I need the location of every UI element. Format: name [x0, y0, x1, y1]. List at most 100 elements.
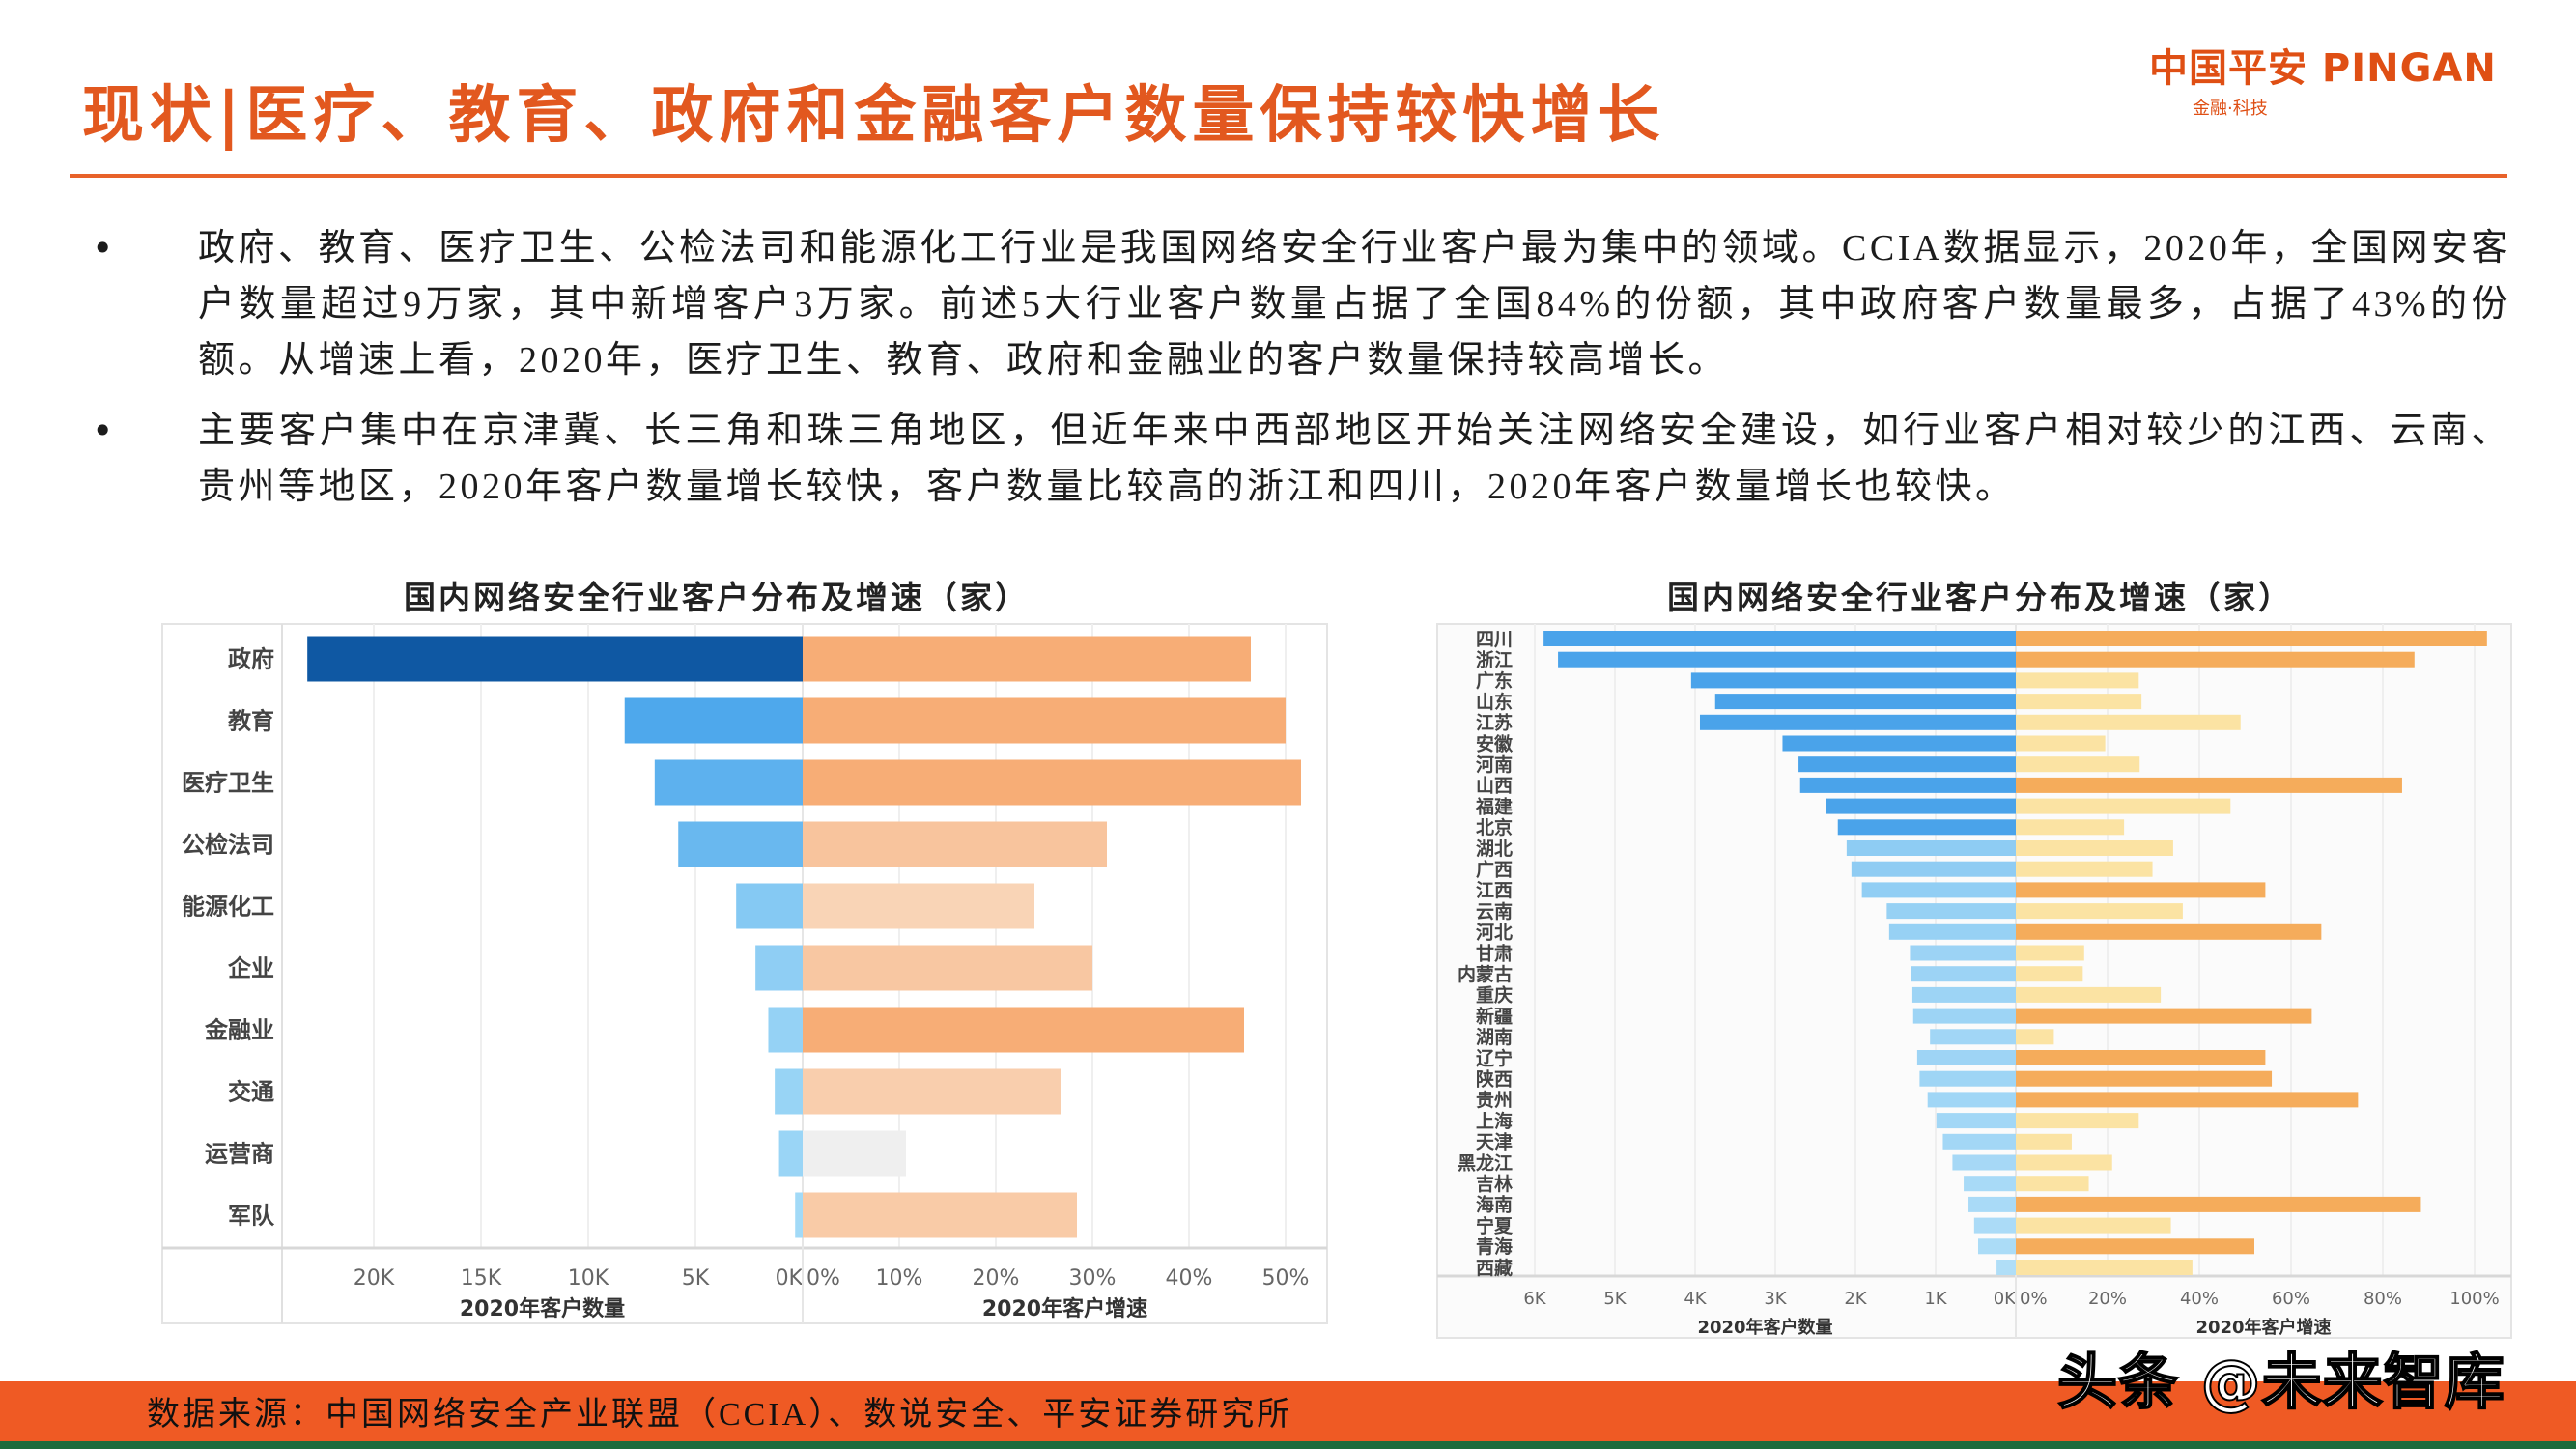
- left-tick-label: 2K: [1844, 1289, 1867, 1309]
- growth-bar: [2016, 714, 2241, 730]
- growth-bar: [2016, 861, 2153, 877]
- right-tick-label: 30%: [1069, 1266, 1117, 1291]
- category-label: 江西: [1476, 880, 1513, 901]
- growth-bar: [2016, 903, 2183, 920]
- category-label: 山西: [1476, 776, 1513, 797]
- right-tick-label: 0%: [2020, 1289, 2048, 1309]
- footer-bar: [0, 1381, 2576, 1441]
- growth-bar: [2016, 1154, 2112, 1171]
- right-tick-label: 20%: [2088, 1289, 2127, 1309]
- count-bar: [1558, 651, 2016, 668]
- count-bar: [1826, 798, 2016, 814]
- growth-bar: [2016, 1260, 2193, 1275]
- category-label: 北京: [1476, 816, 1513, 838]
- growth-bar: [2016, 966, 2083, 982]
- growth-bar: [803, 697, 1286, 744]
- count-bar: [1911, 986, 2016, 1003]
- count-bar: [1919, 1070, 2016, 1087]
- count-bar: [778, 1130, 803, 1177]
- growth-bar: [2016, 651, 2415, 668]
- growth-bar: [2016, 819, 2125, 836]
- count-bar: [1851, 861, 2016, 877]
- category-label: 福建: [1475, 795, 1513, 817]
- count-bar: [1714, 694, 2016, 710]
- category-label: 交通: [228, 1079, 274, 1106]
- category-label: 重庆: [1476, 984, 1513, 1007]
- growth-bar: [2016, 945, 2084, 961]
- category-label: 广西: [1476, 859, 1513, 881]
- count-bar: [1699, 714, 2016, 730]
- bullet-dot-icon: •: [92, 227, 117, 270]
- left-axis-title: 2020年客户数量: [460, 1296, 625, 1321]
- growth-bar: [803, 883, 1034, 929]
- count-bar: [775, 1068, 803, 1115]
- count-bar: [755, 945, 803, 991]
- count-bar: [1861, 882, 2016, 898]
- logo-tagline: 金融·科技: [2193, 99, 2268, 119]
- count-bar: [1927, 1092, 2016, 1108]
- category-label: 公检法司: [182, 832, 274, 859]
- category-label: 军队: [228, 1203, 275, 1230]
- growth-bar: [2016, 798, 2231, 814]
- count-bar: [1912, 1008, 2016, 1024]
- category-label: 湖南: [1476, 1027, 1513, 1048]
- left-tick-label: 6K: [1523, 1289, 1546, 1309]
- category-label: 吉林: [1476, 1173, 1513, 1195]
- category-label: 四川: [1476, 629, 1513, 650]
- category-label: 运营商: [205, 1141, 274, 1168]
- count-bar: [1846, 840, 2016, 856]
- growth-bar: [803, 636, 1251, 682]
- growth-bar: [2016, 631, 2487, 646]
- growth-bar: [803, 759, 1301, 806]
- count-bar: [1886, 903, 2016, 920]
- category-label: 海南: [1476, 1194, 1513, 1216]
- region-chart: 6K 5K 4K 3K 2K 1K 0K 0% 20% 40% 60% 80% 100% 四川浙江广东山东…: [1436, 623, 2512, 1339]
- growth-bar: [2016, 1050, 2266, 1065]
- growth-bar: [2016, 777, 2402, 793]
- growth-bar: [2016, 1196, 2421, 1212]
- growth-bar: [803, 1130, 906, 1177]
- category-label: 江苏: [1476, 712, 1513, 734]
- category-label: 云南: [1476, 901, 1513, 923]
- count-bar: [1968, 1196, 2016, 1212]
- left-tick-label: 0K: [1994, 1289, 2017, 1309]
- right-tick-label: 40%: [1166, 1266, 1213, 1291]
- region-chart-title: 国内网络安全行业客户分布及增速（家）: [1667, 579, 2293, 616]
- growth-bar: [803, 945, 1092, 991]
- category-label: 企业: [228, 955, 274, 982]
- count-bar: [1782, 735, 2016, 752]
- industry-chart-title: 国内网络安全行业客户分布及增速（家）: [404, 579, 1030, 616]
- growth-bar: [2016, 1092, 2359, 1108]
- watermark: 头条 @未来智库: [2056, 1346, 2505, 1418]
- category-label: 西藏: [1476, 1257, 1513, 1279]
- count-bar: [1690, 672, 2016, 689]
- category-label: 宁夏: [1476, 1214, 1514, 1236]
- growth-bar: [803, 1007, 1244, 1053]
- growth-bar: [2016, 756, 2140, 773]
- count-bar: [1936, 1113, 2016, 1129]
- count-bar: [736, 883, 803, 929]
- growth-bar: [2016, 882, 2266, 898]
- count-bar: [1888, 923, 2016, 940]
- growth-bar: [2016, 672, 2139, 689]
- category-label: 上海: [1476, 1110, 1513, 1132]
- right-axis-title: 2020年客户增速: [982, 1296, 1147, 1321]
- category-label: 陕西: [1476, 1068, 1513, 1091]
- bullet-item: • 政府、教育、医疗卫生、公检法司和能源化工行业是我国网络安全行业客户最为集中的…: [92, 220, 2511, 388]
- category-label: 浙江: [1476, 649, 1513, 671]
- growth-bar: [2016, 840, 2173, 856]
- right-tick-label: 20%: [973, 1266, 1020, 1291]
- growth-bar: [2016, 1133, 2072, 1150]
- data-source: 数据来源：中国网络安全产业联盟（CCIA）、数说安全、平安证券研究所: [147, 1397, 1293, 1433]
- growth-bar: [2016, 923, 2322, 940]
- growth-bar: [2016, 735, 2106, 752]
- footer-green-line: [0, 1441, 2576, 1449]
- category-label: 内蒙古: [1458, 963, 1513, 985]
- count-bar: [1964, 1176, 2016, 1192]
- right-tick-label: 80%: [2364, 1289, 2402, 1309]
- category-label: 安徽: [1476, 732, 1514, 754]
- count-bar: [1973, 1217, 2016, 1234]
- growth-bar: [2016, 1176, 2089, 1192]
- right-tick-label: 10%: [876, 1266, 923, 1291]
- bullet-text: 政府、教育、医疗卫生、公检法司和能源化工行业是我国网络安全行业客户最为集中的领域…: [198, 228, 2511, 381]
